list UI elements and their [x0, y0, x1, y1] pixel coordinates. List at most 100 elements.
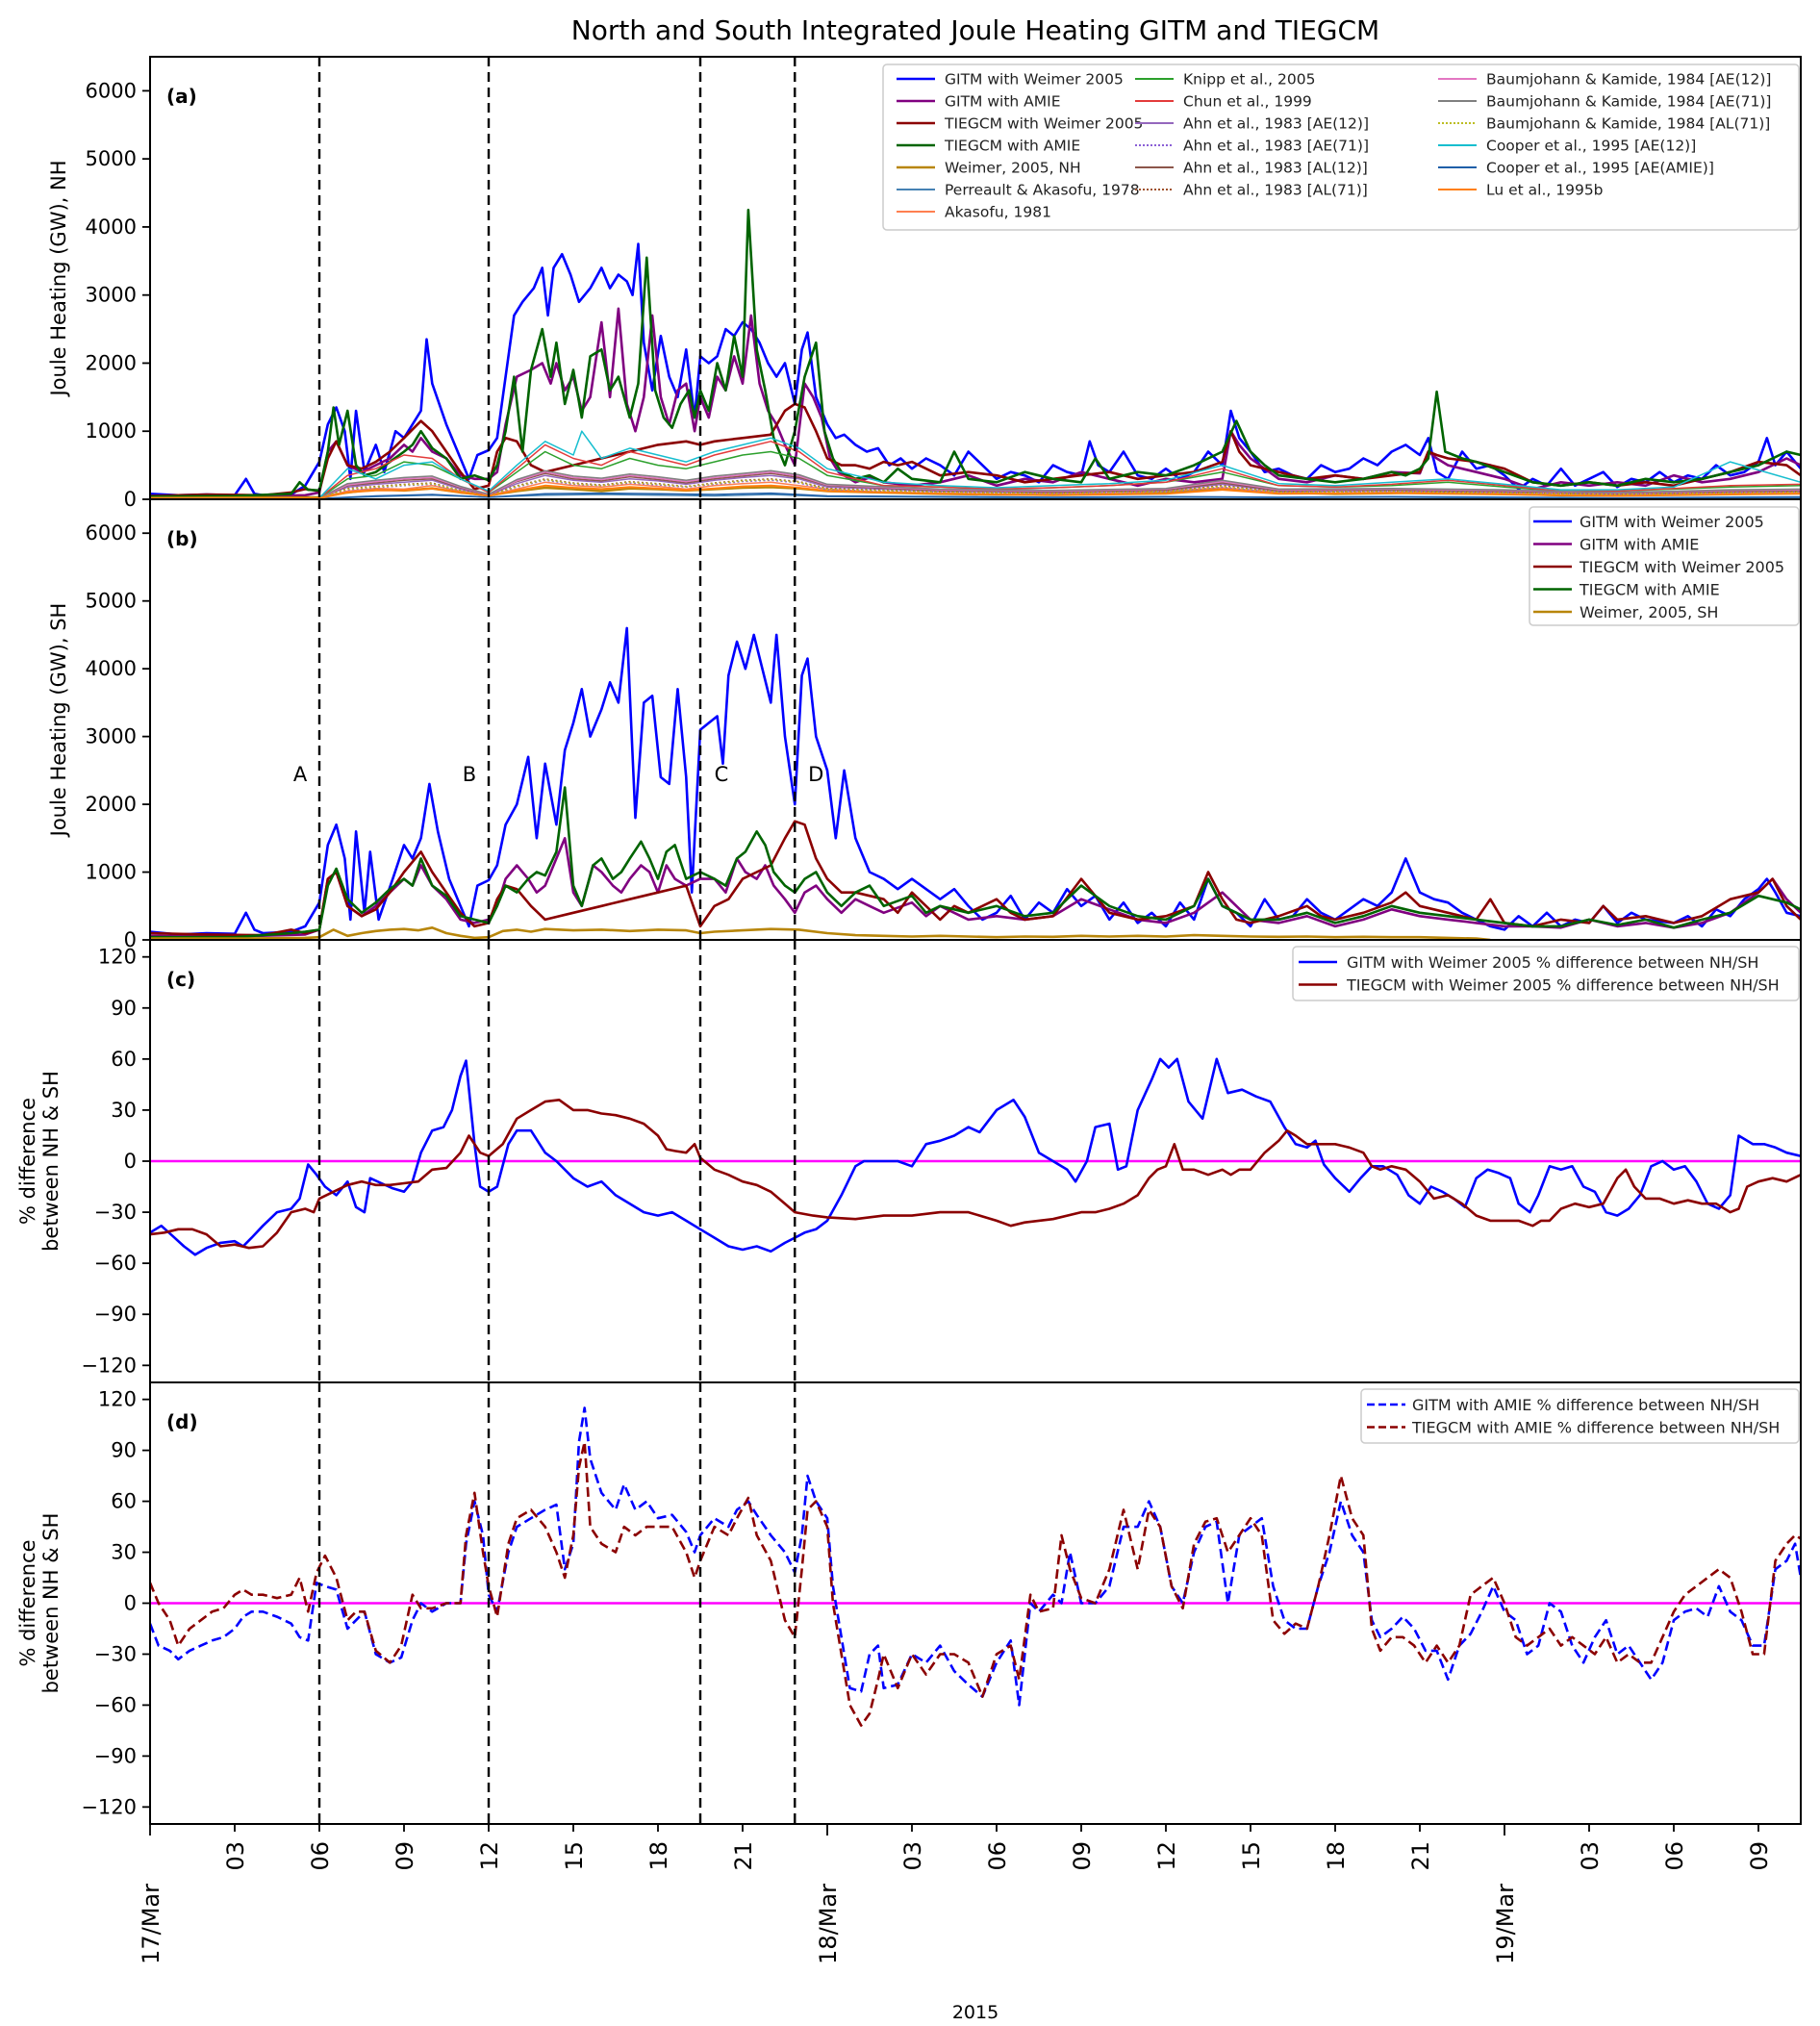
panel-label: (d) [166, 1410, 198, 1433]
event-label-C: C [715, 763, 729, 786]
series-group [150, 626, 1801, 940]
series-line-c-1 [150, 1099, 1801, 1250]
x-tick-label: 03 [222, 1841, 249, 1871]
y-tick-label: 0 [124, 1150, 137, 1173]
legend-entry-label: Ahn et al., 1983 [AL(12)] [1183, 160, 1368, 177]
y-tick-label: 6000 [86, 79, 137, 102]
y-tick-label: −60 [94, 1693, 137, 1716]
x-axis-label: 2015 [952, 2002, 998, 2023]
y-tick-label: 1000 [86, 419, 137, 443]
panel-b: A B C D 0 1000 2000 3000 4000 5000 6000 Joule Heati… [47, 498, 1802, 951]
panel-label: (a) [166, 85, 197, 108]
legend-entry-label: Perreault & Akasofu, 1978 [945, 182, 1140, 199]
legend-a: GITM with Weimer 2005 GITM with AMIE TIEGC… [882, 63, 1800, 231]
series-line-d-0 [150, 1406, 1801, 1707]
legend-entry-label: Baumjohann & Kamide, 1984 [AE(71)] [1486, 93, 1771, 111]
x-tick-label: 21 [1407, 1841, 1434, 1871]
y-tick-label: 0 [124, 1592, 137, 1615]
legend-c: GITM with Weimer 2005 % difference betwe… [1292, 946, 1800, 1001]
y-tick-label: 120 [98, 946, 137, 969]
legend-entry-label: GITM with Weimer 2005 [1580, 513, 1764, 531]
legend-entry-label: GITM with AMIE % difference between NH/S… [1412, 1396, 1759, 1414]
series-line-c-0 [150, 1057, 1801, 1256]
series-line-a-16 [150, 430, 1801, 499]
x-tick-label: 06 [984, 1841, 1011, 1871]
y-tick-label: −60 [94, 1252, 137, 1275]
series-group [150, 1057, 1801, 1256]
y-tick-label: 120 [98, 1388, 137, 1411]
series-line-b-3 [150, 786, 1801, 939]
legend-entry-label: GITM with AMIE [945, 93, 1061, 111]
series-line-d-1 [150, 1440, 1801, 1727]
y-tick-label: 0 [124, 488, 137, 511]
series-group [150, 1406, 1801, 1727]
legend-entry-label: Chun et al., 1999 [1183, 93, 1312, 111]
y-tick-label: −30 [94, 1201, 137, 1224]
x-tick-label: 12 [476, 1841, 503, 1871]
y-axis-label-line: % difference [16, 1098, 39, 1225]
event-label-D: D [808, 763, 823, 786]
x-tick-label: 21 [730, 1841, 757, 1871]
x-major-tick-label: 17/Mar [138, 1884, 164, 1964]
y-tick-label: 5000 [86, 590, 137, 613]
legend-entry-label: TIEGCM with Weimer 2005 % difference bet… [1346, 976, 1780, 995]
x-tick-label: 09 [1746, 1841, 1773, 1871]
legend-d: GITM with AMIE % difference between NH/S… [1360, 1388, 1800, 1444]
legend-entry-label: TIEGCM with Weimer 2005 [1579, 558, 1784, 576]
y-axis-label-line: between NH & SH [39, 1513, 63, 1694]
legend-entry-label: Akasofu, 1981 [945, 204, 1051, 221]
panel-a: 0 1000 2000 3000 4000 5000 6000 Joule Heating (… [47, 56, 1802, 511]
x-tick-label: 03 [899, 1841, 926, 1871]
legend-entry-label: Cooper et al., 1995 [AE(12)] [1486, 138, 1696, 155]
x-tick-label: 18 [645, 1841, 672, 1871]
y-axis-label-line: between NH & SH [39, 1071, 63, 1252]
legend-entry-label: TIEGCM with AMIE [944, 138, 1080, 155]
y-tick-label: 6000 [86, 521, 137, 544]
legend-box [1529, 506, 1800, 626]
legend-b: GITM with Weimer 2005 GITM with AMIE TIEGC… [1529, 506, 1800, 626]
y-tick-label: −30 [94, 1642, 137, 1665]
y-tick-label: 4000 [86, 215, 137, 239]
x-tick-label: 06 [307, 1841, 334, 1871]
y-tick-label: 0 [124, 928, 137, 951]
series-line-a-10 [150, 479, 1801, 499]
series-line-a-3 [150, 208, 1801, 498]
series-line-b-2 [150, 820, 1801, 937]
x-tick-label: 06 [1661, 1841, 1688, 1871]
legend-entry-label: Baumjohann & Kamide, 1984 [AL(71)] [1486, 115, 1770, 133]
series-line-a-17 [150, 492, 1801, 499]
legend-entry-label: TIEGCM with AMIE % difference between NH… [1411, 1419, 1780, 1437]
panel-c: −120 −90 −60 −30 0 30 60 90 120 % difference betwe… [16, 939, 1802, 1383]
x-tick-label: 18 [1323, 1841, 1350, 1871]
legend-entry-label: TIEGCM with Weimer 2005 [944, 115, 1143, 133]
legend-entry-label: Weimer, 2005, NH [945, 160, 1081, 177]
y-tick-label: 2000 [86, 351, 137, 374]
x-tick-label: 15 [561, 1841, 588, 1871]
legend-entry-label: Lu et al., 1995b [1486, 182, 1604, 199]
x-tick-label: 12 [1153, 1841, 1180, 1871]
legend-box [1292, 946, 1800, 1001]
legend-box [882, 63, 1800, 231]
panel-label: (b) [166, 527, 198, 550]
y-tick-label: −90 [94, 1303, 137, 1326]
y-tick-label: 4000 [86, 657, 137, 680]
legend-box [1360, 1388, 1800, 1444]
legend-entry-label: Baumjohann & Kamide, 1984 [AE(12)] [1486, 71, 1771, 89]
series-line-b-1 [150, 837, 1801, 938]
legend-entry-label: GITM with Weimer 2005 % difference betwe… [1347, 953, 1758, 972]
y-tick-label: −120 [81, 1795, 137, 1818]
y-tick-label: 1000 [86, 861, 137, 884]
legend-entry-label: Ahn et al., 1983 [AL(71)] [1183, 182, 1368, 199]
y-tick-label: −90 [94, 1744, 137, 1767]
x-tick-label: 03 [1577, 1841, 1604, 1871]
y-tick-label: 3000 [86, 725, 137, 748]
series-line-a-2 [150, 402, 1801, 497]
panel-d: −120 −90 −60 −30 0 30 60 90 120 % difference betwe… [16, 1381, 1802, 1825]
legend-entry-label: Cooper et al., 1995 [AE(AMIE)] [1486, 160, 1714, 177]
series-line-b-4 [150, 926, 1491, 940]
y-tick-label: 90 [111, 1439, 137, 1462]
y-tick-label: 90 [111, 997, 137, 1020]
y-tick-label: −120 [81, 1354, 137, 1377]
